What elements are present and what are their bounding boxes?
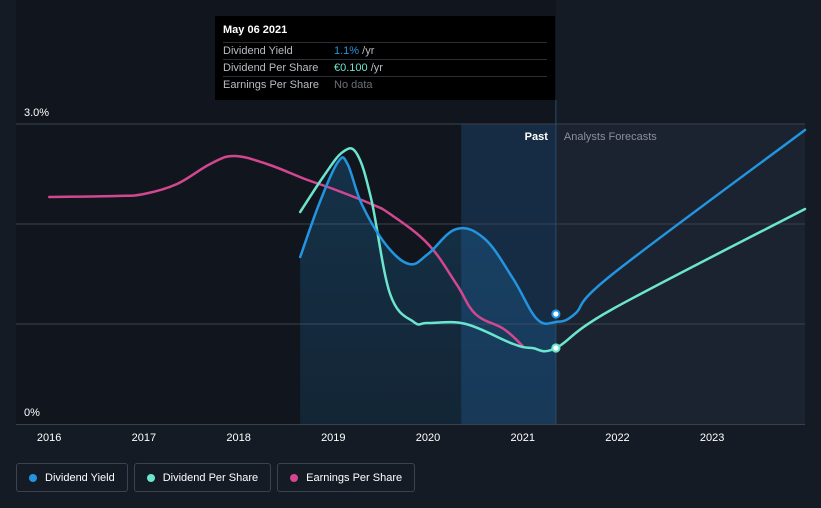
- dividend-per-share-marker: [551, 343, 561, 353]
- tooltip: May 06 2021 Dividend Yield 1.1% /yr Divi…: [215, 16, 555, 100]
- legend-dot-icon: [290, 473, 299, 482]
- dividend-yield-marker: [551, 309, 561, 319]
- legend-item-dividend-per-share[interactable]: Dividend Per Share: [133, 463, 272, 492]
- tooltip-row-dividend-per-share: Dividend Per Share €0.100 /yr: [223, 59, 547, 76]
- tooltip-value: €0.100: [334, 62, 368, 74]
- legend-label: Dividend Yield: [45, 471, 115, 484]
- legend-dot-icon: [29, 473, 37, 482]
- legend-dot-icon: [146, 473, 155, 482]
- x-tick-label: 2020: [416, 432, 440, 444]
- tooltip-label: Dividend Yield: [223, 45, 293, 57]
- legend-label: Earnings Per Share: [306, 471, 403, 484]
- x-tick-label: 2021: [510, 432, 534, 444]
- dividend-yield-line: [298, 128, 807, 325]
- tooltip-row-dividend-yield: Dividend Yield 1.1% /yr: [223, 42, 547, 59]
- legend-item-earnings-per-share[interactable]: Earnings Per Share: [277, 463, 416, 492]
- y-tick-label: 3.0%: [24, 107, 49, 119]
- tooltip-value: No data: [334, 79, 373, 91]
- tooltip-unit: /yr: [367, 62, 383, 74]
- legend-label: Dividend Per Share: [162, 471, 259, 484]
- x-tick-label: 2019: [321, 432, 345, 444]
- forecast-label: Analysts Forecasts: [564, 131, 657, 143]
- dividend-yield-area: [300, 157, 556, 424]
- tooltip-row-earnings-per-share: Earnings Per Share No data: [223, 76, 547, 93]
- past-label: Past: [525, 131, 549, 143]
- tooltip-label: Earnings Per Share: [223, 79, 319, 91]
- legend-item-dividend-yield[interactable]: Dividend Yield: [16, 463, 128, 492]
- y-tick-label: 0%: [24, 407, 40, 419]
- legend: Dividend Yield Dividend Per Share Earnin…: [16, 463, 416, 492]
- tooltip-date: May 06 2021: [223, 24, 288, 36]
- x-tick-label: 2022: [605, 432, 629, 444]
- tooltip-unit: /yr: [359, 45, 375, 57]
- x-tick-label: 2017: [132, 432, 156, 444]
- dividend-per-share-line: [298, 147, 807, 353]
- tooltip-label: Dividend Per Share: [223, 62, 319, 74]
- tooltip-value: 1.1%: [334, 45, 360, 57]
- x-tick-label: 2016: [37, 432, 61, 444]
- x-tick-label: 2023: [700, 432, 724, 444]
- x-tick-label: 2018: [226, 432, 250, 444]
